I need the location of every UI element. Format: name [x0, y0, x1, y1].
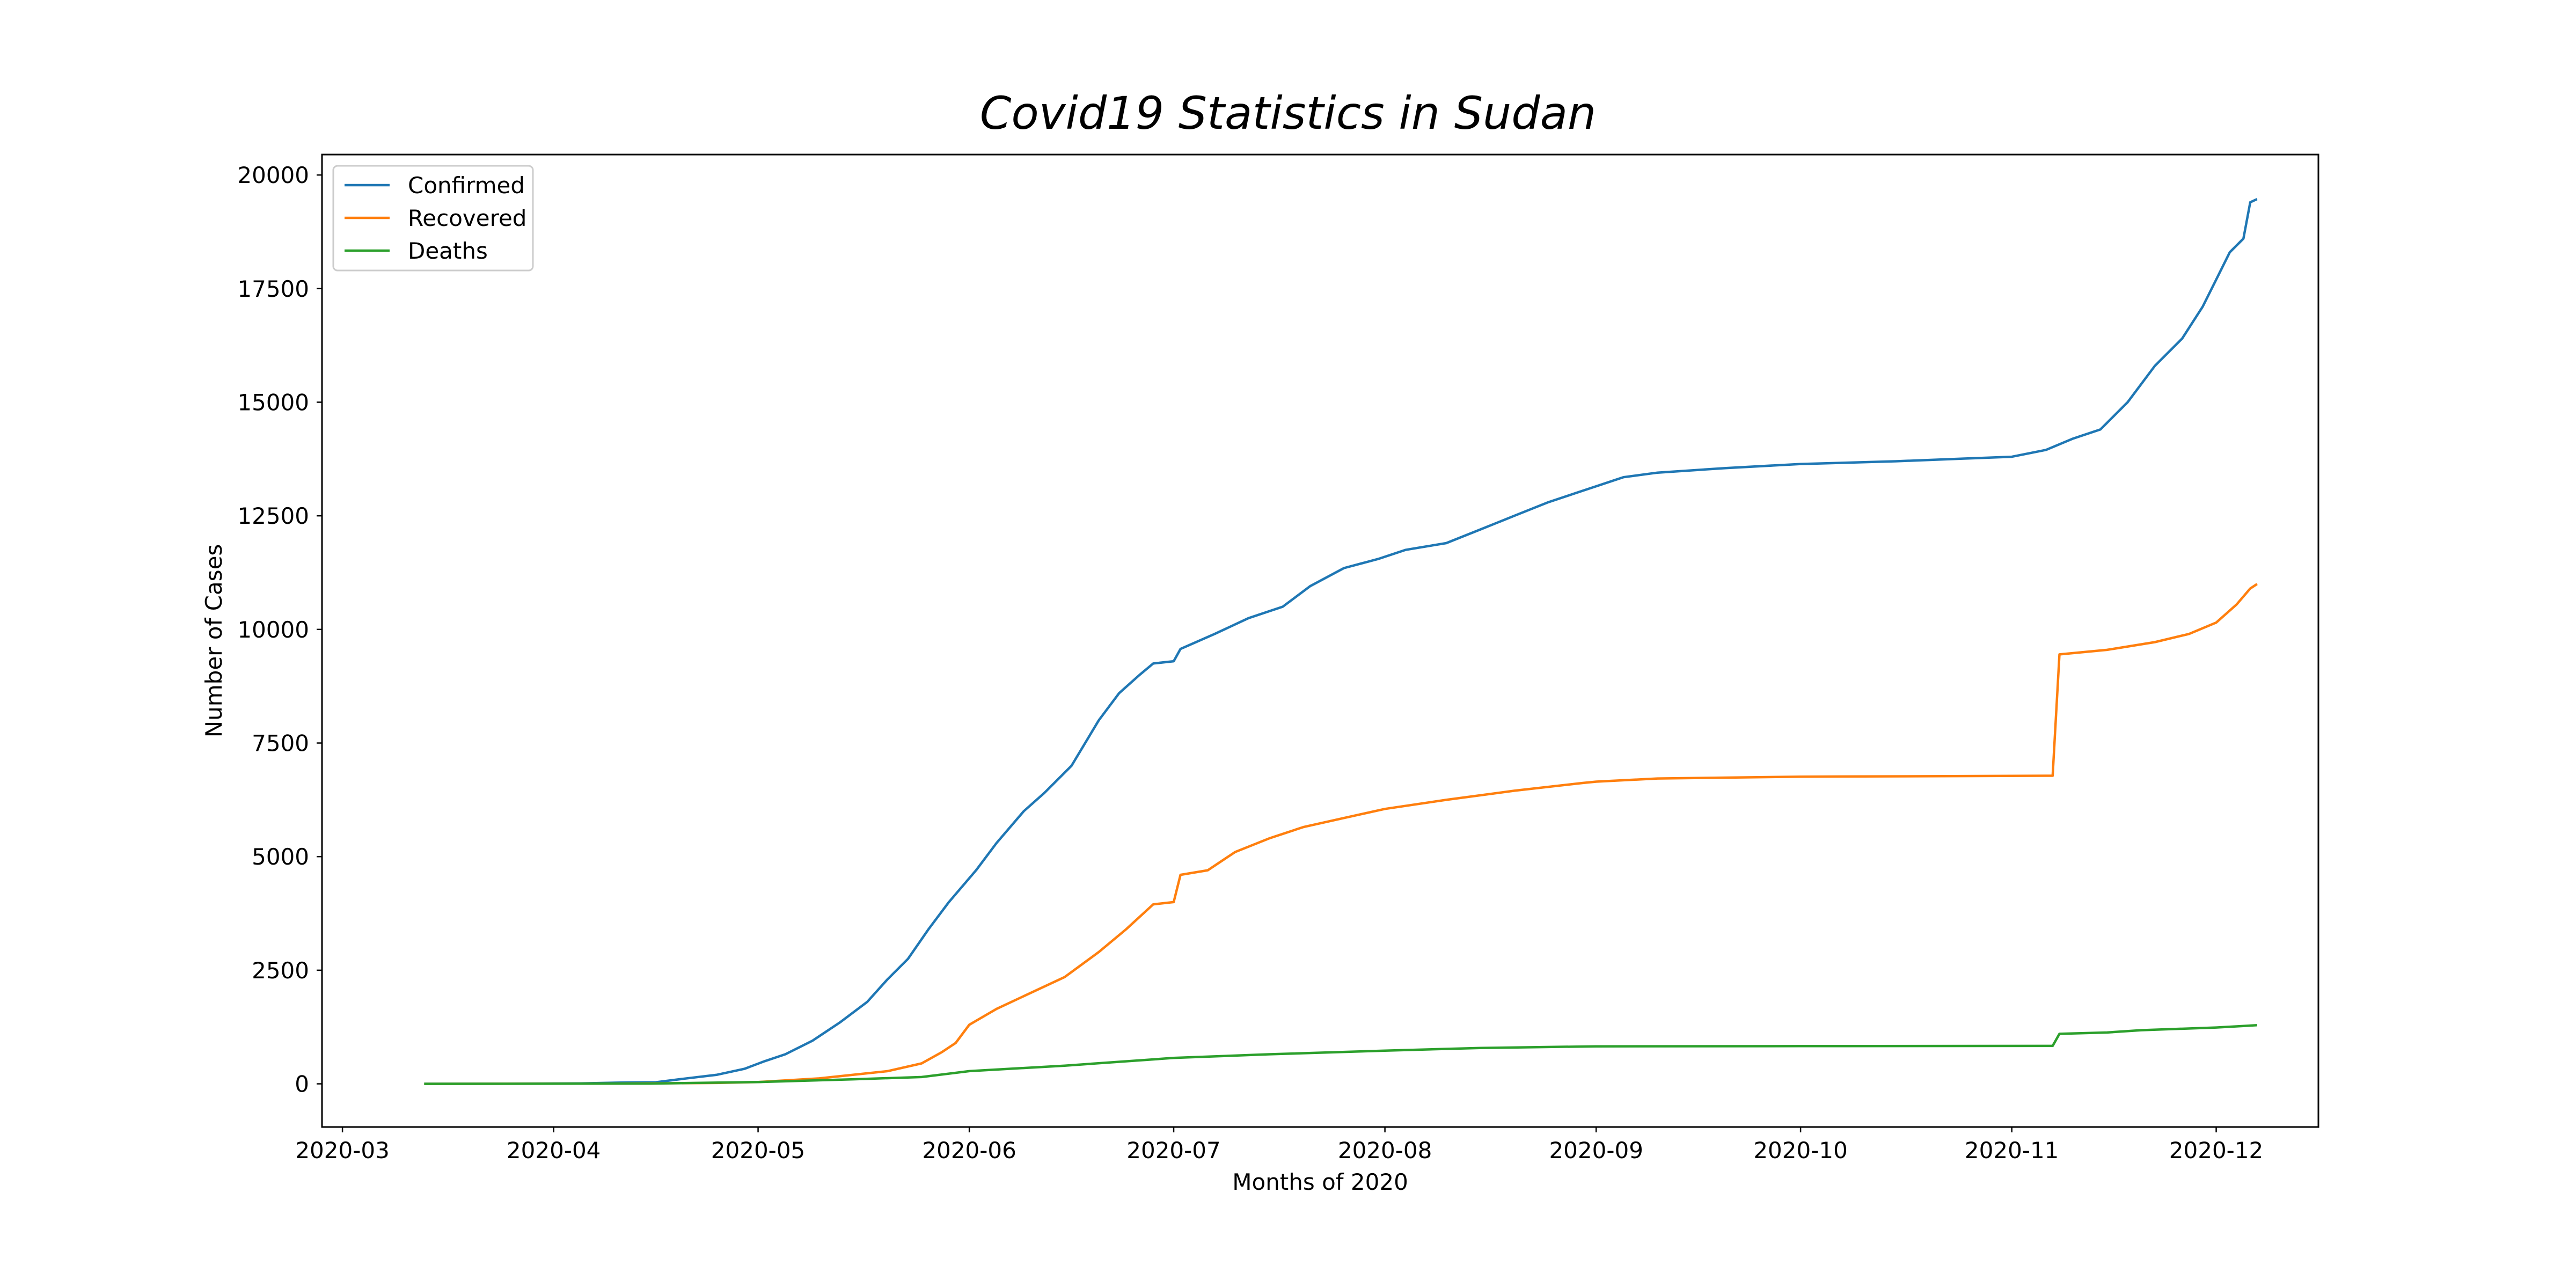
- y-axis: 0 2500 5000 7500 10000 12500 15000 17500 20000: [237, 162, 322, 1097]
- x-tick-label: 2020-09: [1549, 1137, 1643, 1163]
- y-tick-label: 12500: [237, 503, 309, 529]
- y-tick-label: 17500: [237, 276, 309, 302]
- legend-label-recovered: Recovered: [408, 205, 526, 231]
- x-tick-label: 2020-04: [507, 1137, 601, 1163]
- x-axis: 2020-03 2020-04 2020-05 2020-06 2020-07 2020-…: [295, 1127, 2263, 1163]
- x-tick-label: 2020-05: [711, 1137, 806, 1163]
- y-tick-label: 2500: [252, 957, 309, 984]
- plot-frame: [321, 153, 2319, 1128]
- x-tick-label: 2020-07: [1126, 1137, 1221, 1163]
- y-tick-label: 15000: [237, 389, 309, 415]
- y-tick-label: 5000: [252, 844, 309, 870]
- chart-title: Covid19 Statistics in Sudan: [980, 87, 1597, 140]
- x-tick-label: 2020-11: [1965, 1137, 2059, 1163]
- y-tick-label: 7500: [252, 730, 309, 757]
- plot-area: [321, 153, 2319, 1128]
- series-line-deaths: [424, 1024, 2257, 1085]
- x-axis-label: Months of 2020: [1232, 1169, 1408, 1195]
- series-layer: [424, 197, 2258, 1085]
- x-tick-label: 2020-10: [1753, 1137, 1848, 1163]
- legend-label-confirmed: Confirmed: [408, 172, 525, 199]
- legend: Confirmed Recovered Deaths: [332, 165, 534, 272]
- y-tick-label: 20000: [237, 162, 309, 188]
- x-tick-label: 2020-08: [1338, 1137, 1432, 1163]
- y-tick-label: 0: [295, 1071, 309, 1097]
- x-tick-label: 2020-06: [922, 1137, 1016, 1163]
- legend-label-deaths: Deaths: [408, 238, 488, 264]
- legend-box: [332, 165, 534, 272]
- y-tick-label: 10000: [237, 617, 309, 643]
- x-tick-label: 2020-12: [2169, 1137, 2264, 1163]
- y-axis-label: Number of Cases: [201, 544, 227, 738]
- series-line-recovered: [424, 583, 2258, 1085]
- series-line-confirmed: [424, 197, 2258, 1085]
- x-tick-label: 2020-03: [295, 1137, 390, 1163]
